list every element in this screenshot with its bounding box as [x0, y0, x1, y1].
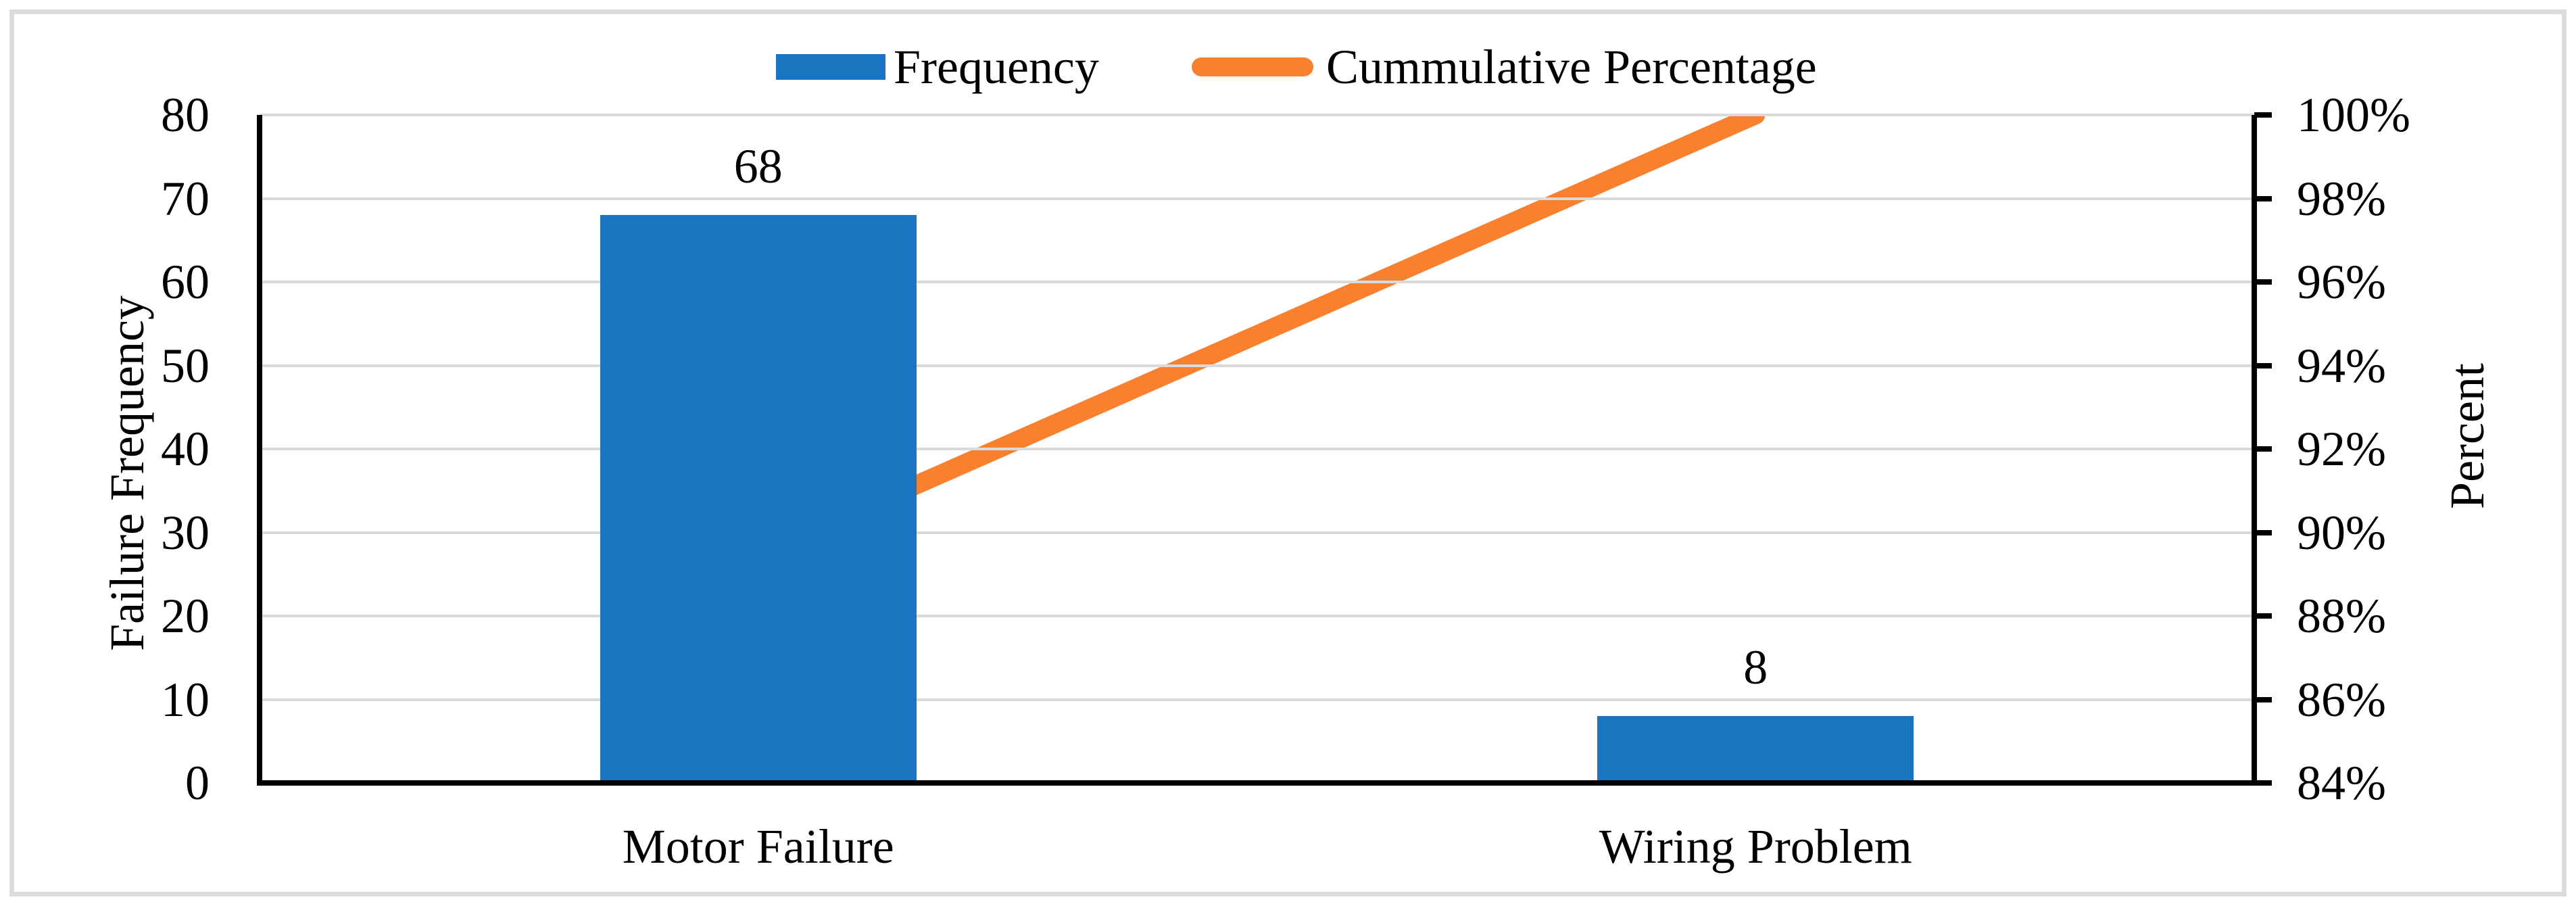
right-axis-tick-mark: [2254, 529, 2272, 535]
plot-area: [260, 114, 2254, 783]
right-axis-tick-mark: [2254, 446, 2272, 452]
bar-data-label: 68: [733, 139, 783, 194]
left-axis-tick-label: 40: [161, 422, 210, 476]
legend-label-frequency: Frequency: [894, 40, 1099, 94]
gridline: [260, 531, 2254, 534]
legend-swatch-frequency: [776, 54, 885, 80]
right-axis-tick-label: 88%: [2297, 589, 2386, 643]
left-axis-tick-label: 30: [161, 505, 210, 560]
gridline: [260, 114, 2254, 116]
cumulative-percentage-line: [748, 115, 1766, 565]
right-axis-tick-label: 92%: [2297, 422, 2386, 476]
left-axis-line: [257, 115, 262, 786]
right-axis-tick-mark: [2254, 279, 2272, 285]
right-axis-tick-label: 84%: [2297, 756, 2386, 810]
left-axis-tick-label: 70: [161, 171, 210, 226]
gridline: [260, 364, 2254, 367]
left-axis-tick-label: 80: [161, 88, 210, 142]
frequency-bar-wiring-problem: [1597, 716, 1914, 783]
left-axis-tick-label: 10: [161, 672, 210, 727]
frequency-bar-motor-failure: [600, 215, 917, 783]
right-axis-tick-label: 96%: [2297, 255, 2386, 309]
bar-data-label: 8: [1743, 640, 1768, 695]
gridline: [260, 448, 2254, 450]
left-axis-tick-label: 0: [185, 756, 210, 810]
right-axis-tick-label: 98%: [2297, 171, 2386, 226]
gridline: [260, 281, 2254, 283]
gridline: [260, 615, 2254, 617]
category-label-motor-failure: Motor Failure: [622, 819, 894, 874]
right-axis-tick-mark: [2254, 362, 2272, 368]
right-axis-tick-label: 90%: [2297, 505, 2386, 560]
right-axis-tick-mark: [2254, 613, 2272, 619]
bottom-axis-line: [257, 780, 2272, 786]
gridline: [260, 197, 2254, 200]
right-axis-tick-mark: [2254, 696, 2272, 702]
gridline: [260, 698, 2254, 701]
legend-label-cumulative-percentage: Cummulative Percentage: [1326, 40, 1817, 94]
chart-outer-frame: [9, 9, 2567, 897]
right-axis-tick-mark: [2254, 195, 2272, 201]
right-axis-tick-label: 100%: [2297, 88, 2410, 142]
left-axis-tick-label: 60: [161, 255, 210, 309]
right-axis-tick-mark: [2254, 780, 2272, 786]
category-label-wiring-problem: Wiring Problem: [1599, 819, 1912, 874]
right-axis-tick-label: 94%: [2297, 338, 2386, 393]
left-axis-tick-label: 50: [161, 338, 210, 393]
right-axis-tick-mark: [2254, 112, 2272, 118]
legend-swatch-cumulative-percentage: [1192, 57, 1313, 76]
left-axis-tick-label: 20: [161, 589, 210, 643]
right-axis-tick-label: 86%: [2297, 672, 2386, 727]
